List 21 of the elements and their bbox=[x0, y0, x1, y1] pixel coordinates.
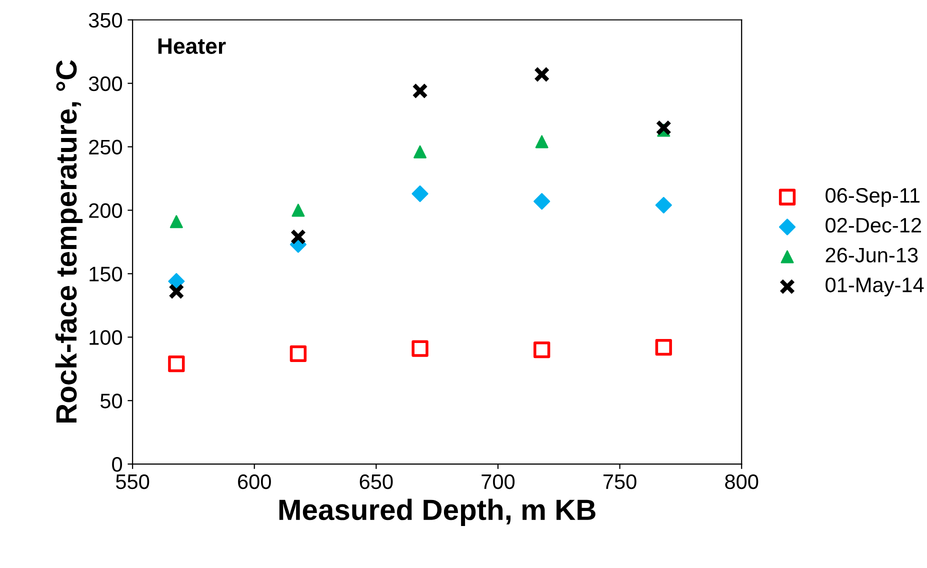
legend-label: 06-Sep-11 bbox=[826, 188, 920, 207]
legend-label: 02-Dec-12 bbox=[826, 218, 921, 233]
x-axis-title: Measured Depth, m KB bbox=[279, 498, 596, 526]
y-tick-label: 350 bbox=[88, 12, 122, 28]
y-tick-label: 150 bbox=[90, 266, 122, 282]
legend-label: 26-Jun-13 bbox=[826, 248, 918, 262]
x-tick-label: 700 bbox=[482, 474, 515, 490]
legend-label: 01-May-14 bbox=[826, 278, 924, 296]
y-axis-title: Rock-face temperature, °C bbox=[55, 60, 83, 423]
x-tick-label: 800 bbox=[725, 474, 758, 490]
x-tick-label: 750 bbox=[603, 474, 636, 490]
y-tick-label: 100 bbox=[90, 330, 122, 345]
y-tick-label: 50 bbox=[100, 394, 122, 408]
y-tick-label: 0 bbox=[112, 457, 122, 472]
x-tick-label: 650 bbox=[360, 474, 393, 490]
y-tick-label: 200 bbox=[89, 203, 122, 218]
x-tick-label: 600 bbox=[238, 474, 271, 490]
x-tick-label: 550 bbox=[116, 474, 150, 490]
y-tick-label: 300 bbox=[88, 76, 122, 92]
y-tick-label: 250 bbox=[89, 140, 122, 155]
annotation: Heater bbox=[158, 38, 226, 54]
